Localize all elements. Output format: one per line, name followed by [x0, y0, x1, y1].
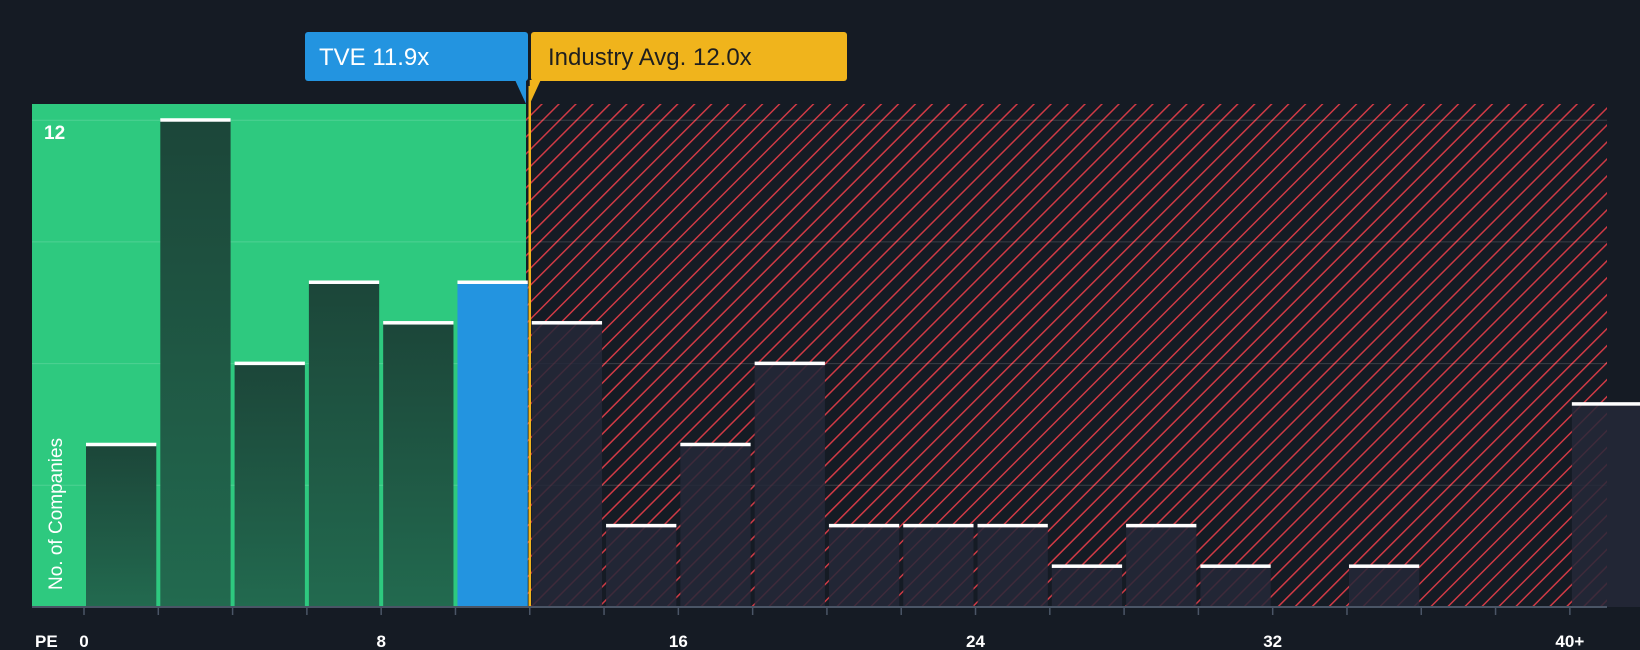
- histogram-bar: [1126, 525, 1197, 607]
- histogram-bar-cap: [754, 361, 825, 366]
- x-tick-label: 40+: [1555, 632, 1584, 650]
- histogram-bar: [234, 363, 305, 607]
- histogram-bar-cap: [828, 523, 900, 528]
- histogram-bar: [977, 525, 1048, 607]
- histogram-bar-cap: [308, 280, 380, 284]
- histogram-bar: [86, 444, 157, 607]
- x-tick-label: 32: [1263, 632, 1282, 650]
- histogram-bar-cap: [457, 280, 528, 284]
- histogram-bar: [680, 444, 751, 607]
- x-tick-label: 8: [376, 632, 385, 650]
- histogram-bar: [1571, 404, 1640, 607]
- histogram-bar-cap: [1051, 564, 1123, 568]
- histogram-bar: [1348, 566, 1420, 607]
- histogram-bar-cap: [1200, 564, 1271, 568]
- histogram-bar-cap: [531, 321, 603, 325]
- histogram-bar: [457, 282, 528, 607]
- company-callout-pointer: [515, 80, 527, 104]
- company-callout-box: [305, 32, 528, 81]
- y-tick-label: 12: [44, 123, 65, 144]
- histogram-bar-cap: [234, 361, 305, 366]
- histogram-bar: [828, 525, 900, 607]
- histogram-bar-cap: [1571, 402, 1640, 406]
- industry-callout-box: [531, 32, 847, 81]
- histogram-bar-cap: [383, 321, 454, 325]
- histogram-bar: [1200, 566, 1271, 607]
- histogram-bar: [383, 323, 454, 607]
- x-tick-label: 16: [669, 632, 688, 650]
- x-axis-label: PE: [35, 632, 58, 650]
- histogram-bar-cap: [160, 118, 231, 122]
- histogram-bar: [308, 282, 380, 607]
- histogram-bar: [160, 120, 231, 608]
- histogram-bar-cap: [86, 442, 157, 447]
- histogram-bar: [754, 363, 825, 607]
- histogram-bar-cap: [903, 523, 974, 528]
- industry-callout-pointer: [529, 80, 541, 104]
- x-tick-label: 24: [966, 632, 985, 650]
- histogram-bar-cap: [1126, 523, 1197, 528]
- histogram-bar-cap: [680, 442, 751, 447]
- histogram-bar-cap: [606, 523, 677, 528]
- x-tick-label: 0: [79, 632, 88, 650]
- company-callout-label: TVE 11.9x: [319, 44, 429, 71]
- histogram-bar-cap: [977, 523, 1048, 528]
- histogram-bar: [1051, 566, 1123, 607]
- histogram-bar: [531, 323, 603, 607]
- y-axis-label: No. of Companies: [46, 438, 67, 590]
- histogram-bar-cap: [1348, 564, 1420, 568]
- histogram-bar: [903, 525, 974, 607]
- industry-callout-label: Industry Avg. 12.0x: [548, 44, 752, 71]
- histogram-bar: [606, 525, 677, 607]
